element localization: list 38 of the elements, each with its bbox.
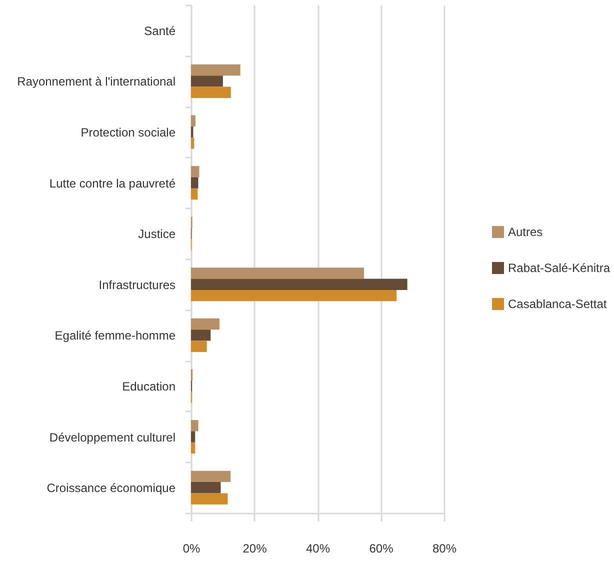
bar — [191, 431, 196, 442]
y-tick-label: Croissance économique — [46, 481, 176, 496]
x-tick-label: 80% — [432, 542, 457, 556]
y-tick-label: Education — [122, 380, 176, 394]
y-tick-label: Justice — [138, 227, 176, 242]
bar — [191, 330, 211, 341]
bar — [191, 188, 198, 200]
y-tick-label: Lutte contre la pauvreté — [49, 176, 176, 190]
bar — [191, 493, 228, 504]
bar — [191, 115, 196, 126]
y-tick-label: Protection sociale — [80, 126, 176, 140]
x-tick-label: 20% — [242, 542, 268, 556]
x-tick-label: 60% — [369, 542, 394, 556]
legend-label: Casablanca-Settat — [508, 297, 608, 311]
bar — [191, 64, 240, 76]
x-tick-label: 0% — [182, 542, 200, 556]
bar — [191, 138, 194, 149]
y-tick-label: Développement culturel — [49, 430, 176, 444]
bar — [191, 318, 220, 330]
bar — [191, 442, 196, 454]
bar — [191, 482, 221, 494]
bar — [191, 166, 200, 178]
bar — [191, 76, 223, 87]
x-tick-label: 40% — [306, 542, 330, 556]
y-tick-label: Egalité femme-homme — [54, 328, 176, 343]
y-tick-label: Infrastructures — [98, 278, 176, 292]
bar — [191, 340, 207, 352]
bar — [191, 290, 397, 302]
legend-label: Autres — [508, 225, 543, 239]
bar — [191, 86, 231, 98]
bar — [191, 177, 198, 188]
bar — [191, 278, 408, 290]
y-tick-label: Rayonnement à l'international — [17, 74, 176, 89]
legend-label: Rabat-Salé-Kénitra — [508, 261, 610, 275]
bar — [191, 268, 364, 279]
y-tick-label: Santé — [144, 24, 176, 38]
bar — [191, 470, 231, 482]
bar — [191, 420, 198, 432]
